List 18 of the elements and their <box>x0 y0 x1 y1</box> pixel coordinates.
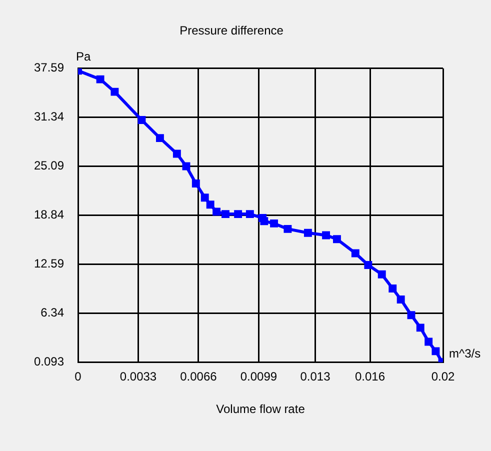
chart-title: Pressure difference <box>180 24 284 38</box>
y-tick-label: 12.59 <box>34 256 64 271</box>
x-tick-label: 0.0099 <box>240 370 278 384</box>
x-tick-label: 0.02 <box>431 370 455 384</box>
x-axis-title: Volume flow rate <box>216 402 306 416</box>
y-tick-label: 6.34 <box>40 306 64 320</box>
y-axis-title: Pa <box>76 50 92 64</box>
y-tick-label: 0.093 <box>34 354 64 369</box>
y-tick-label: 31.34 <box>34 110 64 124</box>
x-tick-label: 0.013 <box>300 370 331 384</box>
text: m^3/s <box>449 346 481 361</box>
y-tick-label: 18.84 <box>34 208 64 222</box>
x-tick-label: 0.016 <box>354 370 386 384</box>
x-tick-label: 0.0066 <box>180 370 218 384</box>
x-tick-label: 0.0033 <box>120 370 157 384</box>
y-tick-label: 37.59 <box>34 60 64 75</box>
y-tick-label: 25.09 <box>34 158 64 173</box>
x-tick-label: 0 <box>74 370 82 384</box>
